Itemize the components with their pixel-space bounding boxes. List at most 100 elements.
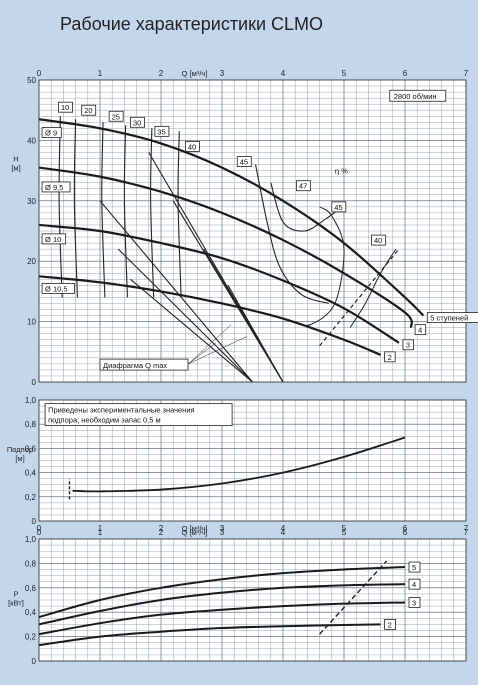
- x-tick-label-top: 7: [464, 69, 469, 78]
- y-tick-label: 0: [32, 378, 37, 387]
- annotation-text: Диафрагма Q max: [103, 361, 167, 370]
- efficiency-line: [295, 206, 345, 326]
- x-tick-label-top: 5: [342, 528, 347, 537]
- efficiency-label: 20: [84, 106, 92, 115]
- efficiency-line: [123, 125, 128, 298]
- x-tick-label-top: 6: [403, 69, 408, 78]
- series-label-box: [408, 578, 421, 590]
- impeller-label: Ø 9,5: [45, 183, 63, 192]
- note-line-2: подпора; необходим запас 0,5 м: [48, 416, 161, 425]
- y-tick-label: 0,2: [25, 493, 37, 502]
- efficiency-label-box: [236, 156, 252, 167]
- efficiency-line: [177, 131, 182, 298]
- y-tick-label: 0,2: [25, 633, 37, 642]
- efficiency-label: 10: [61, 103, 69, 112]
- x-tick-label-top: 7: [464, 528, 469, 537]
- note-line-1: Приведены экспериментальные значения: [48, 406, 194, 415]
- series-label-box: [426, 312, 478, 323]
- y-tick-label: 0,8: [25, 559, 37, 568]
- diaphragm-line: [117, 248, 253, 383]
- x-tick-label-top: 5: [342, 69, 347, 78]
- x-tick-label: 1: [98, 524, 103, 533]
- efficiency-label-box: [108, 110, 124, 122]
- efficiency-label: 47: [299, 182, 307, 191]
- series-label: 2: [388, 353, 392, 362]
- x-tick-label-top: 1: [98, 528, 103, 537]
- impeller-label: Ø 10,5: [45, 284, 68, 293]
- head-curve-2: [38, 166, 413, 329]
- diaphragm-line: [227, 285, 284, 383]
- efficiency-label: 40: [374, 236, 382, 245]
- y-tick-label: 10: [27, 318, 36, 327]
- x-tick-label-top: 1: [98, 69, 103, 78]
- efficiency-line: [270, 182, 339, 232]
- efficiency-line: [101, 122, 106, 298]
- x-tick-label: 2: [159, 524, 164, 533]
- series-label: 3: [406, 341, 410, 350]
- efficiency-label-box: [371, 234, 386, 246]
- x-tick-label: 5: [342, 524, 347, 533]
- y-tick-label: 50: [27, 76, 36, 85]
- efficiency-label: 25: [112, 112, 120, 121]
- efficiency-line: [73, 119, 78, 298]
- diaphragm-line: [203, 248, 284, 383]
- series-label: 4: [418, 326, 422, 335]
- x-tick-label-top: 2: [159, 69, 164, 78]
- efficiency-label-box: [331, 201, 347, 213]
- efficiency-label: 30: [133, 118, 141, 127]
- head-curve-1: [38, 118, 425, 317]
- efficiency-label-box: [154, 125, 170, 137]
- diaphragm-line: [99, 200, 253, 383]
- efficiency-label: 35: [157, 127, 165, 136]
- series-label-box: [384, 351, 396, 363]
- series-label-box: [402, 339, 414, 351]
- x-tick-label-top: 6: [403, 528, 408, 537]
- y-tick-label: 0,4: [25, 469, 37, 478]
- series-label: 5: [412, 563, 416, 572]
- impeller-label: Ø 9: [45, 129, 57, 138]
- x-tick-label: 6: [403, 524, 408, 533]
- efficiency-label: 40: [188, 142, 196, 151]
- efficiency-label: 45: [240, 158, 248, 167]
- annotation-leader: [187, 324, 232, 365]
- x-tick-label: 4: [281, 524, 286, 533]
- impeller-label-box: [41, 233, 67, 245]
- y-tick-label: 40: [27, 136, 36, 145]
- x-tick-label: 3: [220, 524, 225, 533]
- efficiency-line: [255, 164, 329, 305]
- x-tick-label-top: 0: [37, 69, 42, 78]
- speed-label: 2800 об/мин: [394, 92, 437, 101]
- x-tick-label-top: 2: [159, 528, 164, 537]
- y-tick-label: 0,6: [25, 584, 37, 593]
- y-tick-label: 1,0: [25, 396, 37, 405]
- series-label: 2: [388, 620, 392, 629]
- efficiency-label-box: [296, 180, 311, 192]
- note-box: [44, 403, 233, 427]
- efficiency-label-box: [58, 101, 73, 113]
- limit-line: [319, 560, 388, 635]
- y-axis-unit: [м]: [11, 164, 20, 173]
- y-tick-label: 0: [32, 657, 37, 666]
- x-tick-label-top: 3: [220, 69, 225, 78]
- efficiency-label-box: [184, 141, 200, 152]
- x-axis-label: Q [м³/ч]: [182, 524, 208, 533]
- y-tick-label: 0,6: [25, 444, 37, 453]
- annotation-box: [99, 358, 189, 371]
- head-curve-3: [38, 223, 400, 344]
- x-tick-label: 7: [464, 524, 469, 533]
- diaphragm-line: [130, 278, 253, 383]
- head-curve-4: [38, 275, 382, 356]
- power-curve-2: [38, 623, 381, 647]
- impeller-label-box: [41, 282, 75, 294]
- y-axis-label: Подпор: [7, 445, 33, 454]
- efficiency-label-box: [130, 116, 145, 128]
- efficiency-label-box: [81, 104, 97, 116]
- series-label-box: [408, 561, 421, 573]
- series-label-box: [384, 619, 397, 630]
- y-tick-label: 0,8: [25, 420, 37, 429]
- impeller-label-box: [41, 181, 71, 193]
- y-tick-label: 0: [32, 517, 37, 526]
